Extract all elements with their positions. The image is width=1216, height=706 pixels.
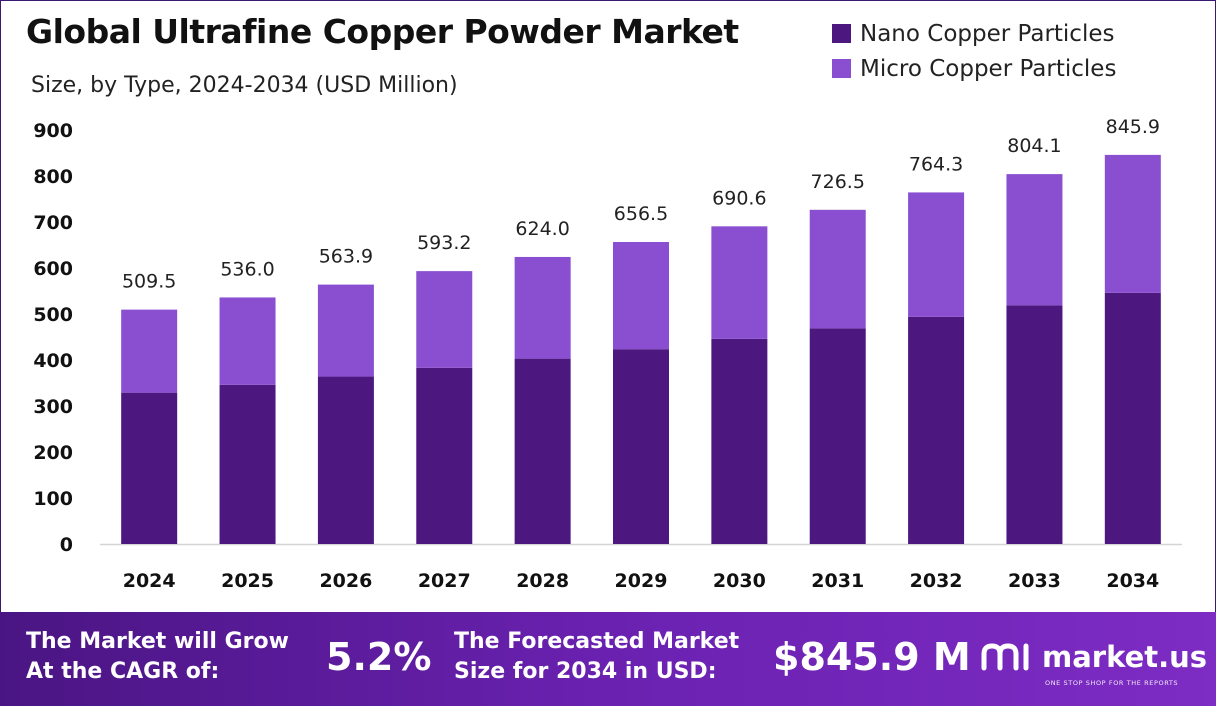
y-tick-label: 200	[33, 442, 73, 464]
x-tick-label: 2026	[319, 570, 372, 592]
x-tick-label: 2030	[713, 570, 766, 592]
legend-label-nano: Nano Copper Particles	[860, 20, 1115, 47]
brand-name: market.us	[1042, 640, 1208, 674]
bar-segment-micro	[613, 242, 669, 350]
bar-total-label: 804.1	[1007, 135, 1061, 157]
x-tick-label: 2034	[1106, 570, 1159, 592]
y-tick-label: 900	[33, 120, 73, 142]
y-tick-label: 100	[33, 488, 73, 510]
y-tick-label: 800	[33, 166, 73, 188]
brand-tagline: ONE STOP SHOP FOR THE REPORTS	[1045, 679, 1179, 687]
legend-label-micro: Micro Copper Particles	[860, 55, 1117, 82]
x-tick-label: 2025	[221, 570, 274, 592]
bar-segment-nano	[613, 349, 669, 544]
chart-title: Global Ultrafine Copper Powder Market	[26, 12, 739, 51]
x-tick-label: 2024	[123, 570, 176, 592]
bar-segment-micro	[809, 209, 866, 329]
bar-total-label: 764.3	[909, 153, 963, 175]
bar-segment-micro	[317, 284, 374, 377]
bar-segment-micro	[219, 297, 276, 385]
bar-total-label: 563.9	[319, 246, 373, 268]
bar-segment-micro	[1104, 154, 1161, 293]
y-tick-label: 0	[60, 534, 73, 556]
footer-banner: The Market will Grow At the CAGR of: 5.2…	[0, 612, 1216, 706]
y-tick-label: 600	[33, 258, 73, 280]
x-tick-label: 2031	[811, 570, 864, 592]
x-tick-label: 2027	[418, 570, 471, 592]
bar-chart: 0 100 200 300 400 500 600 700 800 900 509.5 2024 536…	[33, 116, 1182, 592]
x-tick-label: 2029	[615, 570, 668, 592]
bar-segment-micro	[908, 192, 965, 317]
bar-segment-micro	[514, 256, 571, 359]
y-tick-label: 500	[33, 304, 73, 326]
x-tick-label: 2033	[1008, 570, 1061, 592]
y-tick-label: 300	[33, 396, 73, 418]
y-tick-label: 400	[33, 350, 73, 372]
bar-segment-micro	[416, 271, 473, 368]
bar-segment-nano	[908, 316, 965, 544]
bar-total-label: 690.6	[712, 187, 766, 209]
forecast-size-value: $845.9 M	[773, 635, 971, 679]
bar-segment-nano	[121, 392, 178, 544]
bar-total-label: 509.5	[122, 271, 176, 293]
bar-segment-nano	[219, 384, 276, 544]
bar-total-label: 726.5	[811, 171, 865, 193]
legend: Nano Copper Particles Micro Copper Parti…	[832, 16, 1116, 86]
bar-segment-nano	[711, 338, 768, 544]
chart-subtitle: Size, by Type, 2024-2034 (USD Million)	[31, 73, 458, 98]
bar-total-label: 845.9	[1106, 116, 1160, 138]
cagr-value: 5.2%	[326, 635, 432, 679]
bar-total-label: 593.2	[417, 232, 471, 254]
legend-item-micro: Micro Copper Particles	[832, 51, 1116, 86]
bar-segment-nano	[416, 367, 473, 544]
legend-swatch-micro	[832, 59, 851, 78]
bar-segment-micro	[1006, 174, 1063, 306]
bar-segment-nano	[514, 358, 571, 544]
legend-swatch-nano	[832, 24, 851, 43]
bar-total-label: 536.0	[220, 258, 274, 280]
cagr-label: The Market will Grow At the CAGR of:	[26, 629, 289, 684]
bar-total-label: 656.5	[614, 203, 668, 225]
bar-segment-nano	[1104, 292, 1161, 544]
bar-segment-nano	[809, 328, 866, 544]
forecast-size-label: The Forecasted Market Size for 2034 in U…	[454, 629, 740, 684]
market-us-logo-icon	[981, 643, 1029, 671]
bar-segment-micro	[121, 309, 178, 393]
legend-item-nano: Nano Copper Particles	[832, 16, 1116, 51]
bar-segment-nano	[317, 376, 374, 544]
x-tick-label: 2032	[910, 570, 963, 592]
x-tick-label: 2028	[516, 570, 569, 592]
bar-segment-nano	[1006, 305, 1063, 544]
bar-segment-micro	[711, 226, 768, 339]
bar-total-label: 624.0	[515, 218, 569, 240]
y-tick-label: 700	[33, 212, 73, 234]
brand: market.us	[980, 638, 1207, 676]
